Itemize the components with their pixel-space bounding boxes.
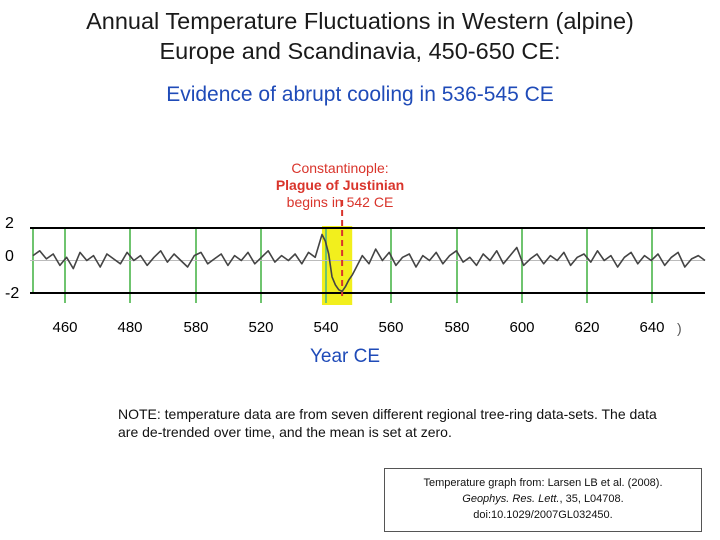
x-tick-label: 560 — [378, 319, 404, 336]
source-volume: , 35, L04708. — [559, 493, 624, 505]
annotation-line-2: Plague of Justinian — [275, 177, 405, 193]
x-tick-label: 580 — [183, 319, 209, 336]
source-line-2: Geophys. Res. Lett., 35, L04708. — [385, 491, 701, 507]
source-journal: Geophys. Res. Lett. — [462, 493, 560, 505]
source-doi: doi:10.1029/2007GL032450. — [473, 509, 613, 521]
x-tick-label: 520 — [248, 319, 274, 336]
temperature-series-line — [32, 233, 706, 293]
temperature-chart — [30, 200, 706, 305]
annotation-line-3: begins in 542 CE — [286, 194, 394, 210]
source-line-1: Temperature graph from: Larsen LB et al.… — [423, 477, 663, 489]
x-tick-label: 600 — [509, 319, 535, 336]
x-tick-label: 640 — [639, 319, 665, 336]
stray-parenthesis: ) — [677, 320, 682, 336]
annotation-line-1: Constantinople: — [291, 160, 389, 176]
x-tick-label: 540 — [313, 319, 339, 336]
plague-annotation: Constantinople: Plague of Justinian begi… — [240, 160, 440, 211]
x-axis-label: Year CE — [309, 346, 381, 367]
y-tick-label: -2 — [5, 285, 20, 302]
source-citation-box: Temperature graph from: Larsen LB et al.… — [384, 468, 702, 532]
data-note: NOTE: temperature data are from seven di… — [118, 406, 657, 440]
x-tick-label: 580 — [444, 319, 470, 336]
y-tick-label: 0 — [5, 248, 14, 265]
chart-subtitle: Evidence of abrupt cooling in 536-545 CE — [166, 83, 554, 106]
chart-title-line-1: Annual Temperature Fluctuations in Weste… — [86, 8, 634, 34]
x-tick-label: 620 — [574, 319, 600, 336]
y-tick-label: 2 — [5, 215, 14, 232]
chart-title-line-2: Europe and Scandinavia, 450-650 CE: — [159, 38, 561, 64]
x-tick-label: 460 — [52, 319, 78, 336]
chart-title: Annual Temperature Fluctuations in Weste… — [0, 6, 720, 66]
x-tick-label: 480 — [117, 319, 143, 336]
